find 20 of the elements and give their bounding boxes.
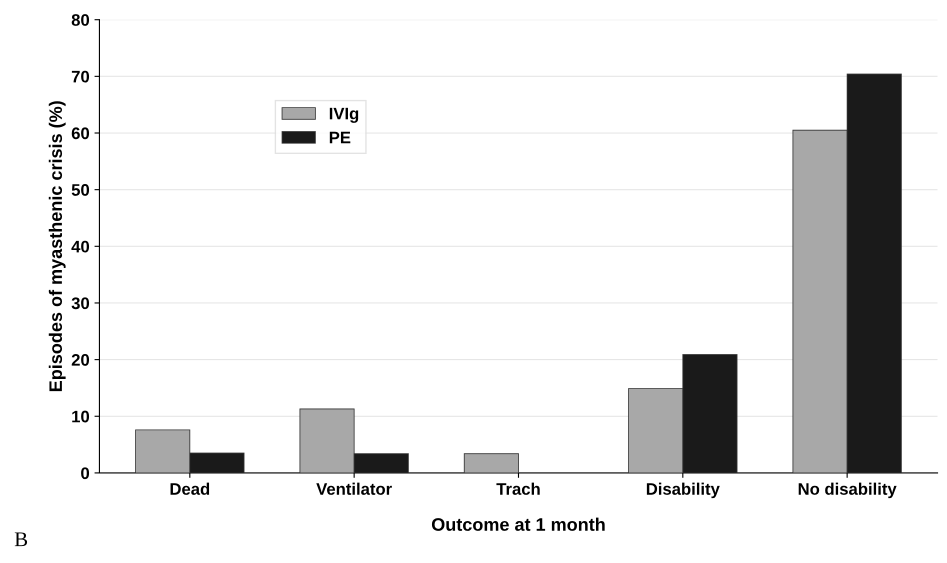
x-tick-label: Ventilator xyxy=(316,482,392,495)
text: B xyxy=(14,532,28,546)
y-tick-label: 0 xyxy=(81,467,90,480)
x-tick-label: Trach xyxy=(496,482,540,495)
y-tick-label: 30 xyxy=(72,297,90,310)
y-tick-label: 80 xyxy=(72,14,90,26)
y-tick-label: 50 xyxy=(72,184,90,196)
y-tick-label: 10 xyxy=(72,410,90,422)
legend-label: IVIg xyxy=(330,108,358,123)
x-tick-label: Disability xyxy=(646,482,720,498)
bar xyxy=(464,453,519,473)
x-axis-title: Outcome at 1 month xyxy=(432,518,605,531)
y-tick-label: 20 xyxy=(72,354,90,366)
y-tick-label: 60 xyxy=(72,127,90,140)
x-tick-label: No disability xyxy=(798,482,897,498)
x-tick-label: Dead xyxy=(170,482,210,495)
y-tick-label: 40 xyxy=(71,240,90,253)
y-tick-label: 70 xyxy=(72,70,90,83)
y-axis-title: Episodes of myasthenic crisis (%) xyxy=(48,101,66,392)
legend-label: PE xyxy=(330,132,350,144)
